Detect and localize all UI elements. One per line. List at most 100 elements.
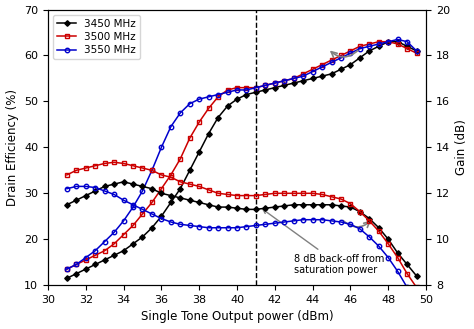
3450 MHz [234, 97, 240, 101]
3500 MHz [196, 120, 202, 124]
3450 MHz [347, 63, 353, 67]
3450 MHz [102, 258, 108, 262]
3450 MHz [357, 56, 363, 60]
3450 MHz [282, 83, 287, 87]
3450 MHz [328, 72, 334, 76]
3550 MHz [111, 230, 117, 234]
3550 MHz [73, 263, 79, 266]
3450 MHz [404, 44, 410, 48]
3500 MHz [168, 173, 173, 177]
3500 MHz [395, 42, 401, 46]
3500 MHz [328, 58, 334, 62]
X-axis label: Single Tone Output power (dBm): Single Tone Output power (dBm) [141, 311, 333, 323]
3550 MHz [92, 249, 98, 253]
3550 MHz [196, 97, 202, 101]
3500 MHz [338, 54, 344, 58]
3500 MHz [73, 263, 79, 266]
3450 MHz [92, 263, 98, 266]
3450 MHz [225, 104, 230, 108]
3500 MHz [385, 40, 391, 44]
3500 MHz [206, 106, 211, 110]
3550 MHz [130, 205, 136, 209]
3500 MHz [158, 187, 164, 191]
3500 MHz [414, 51, 419, 55]
3500 MHz [177, 157, 183, 161]
Line: 3450 MHz: 3450 MHz [65, 40, 419, 280]
3550 MHz [234, 88, 240, 92]
3450 MHz [111, 253, 117, 257]
Legend: 3450 MHz, 3500 MHz, 3550 MHz: 3450 MHz, 3500 MHz, 3550 MHz [53, 15, 140, 59]
3550 MHz [366, 44, 372, 48]
3550 MHz [319, 65, 325, 69]
3550 MHz [376, 42, 382, 46]
3550 MHz [404, 40, 410, 44]
3450 MHz [338, 67, 344, 71]
3450 MHz [395, 40, 401, 44]
3550 MHz [83, 256, 89, 260]
3550 MHz [282, 79, 287, 83]
3450 MHz [73, 272, 79, 276]
3450 MHz [414, 49, 419, 53]
3450 MHz [244, 92, 249, 96]
3550 MHz [328, 61, 334, 64]
3550 MHz [215, 92, 221, 96]
3500 MHz [130, 223, 136, 227]
3550 MHz [310, 70, 316, 74]
3500 MHz [64, 267, 70, 271]
3450 MHz [196, 150, 202, 154]
3450 MHz [206, 132, 211, 136]
Y-axis label: Drain Efficiency (%): Drain Efficiency (%) [6, 89, 18, 206]
3500 MHz [121, 233, 127, 237]
3550 MHz [244, 88, 249, 92]
3500 MHz [366, 42, 372, 46]
3500 MHz [102, 249, 108, 253]
3550 MHz [338, 56, 344, 60]
3550 MHz [347, 51, 353, 55]
3550 MHz [291, 76, 297, 80]
3450 MHz [263, 88, 268, 92]
3550 MHz [263, 83, 268, 87]
3500 MHz [92, 253, 98, 257]
3500 MHz [310, 67, 316, 71]
3500 MHz [234, 86, 240, 89]
3550 MHz [301, 74, 306, 78]
3550 MHz [121, 219, 127, 223]
3550 MHz [395, 38, 401, 41]
3450 MHz [158, 214, 164, 218]
3500 MHz [253, 86, 259, 89]
3450 MHz [366, 49, 372, 53]
3500 MHz [187, 136, 192, 140]
3450 MHz [385, 40, 391, 44]
3550 MHz [357, 47, 363, 51]
Text: 8 dB back-off from
saturation power: 8 dB back-off from saturation power [263, 210, 384, 275]
3550 MHz [177, 111, 183, 115]
3500 MHz [282, 79, 287, 83]
3450 MHz [177, 187, 183, 191]
3500 MHz [140, 212, 146, 216]
3500 MHz [291, 76, 297, 80]
3450 MHz [310, 76, 316, 80]
3500 MHz [149, 200, 155, 204]
Line: 3550 MHz: 3550 MHz [64, 37, 419, 271]
3500 MHz [272, 81, 278, 85]
3500 MHz [347, 49, 353, 53]
3550 MHz [225, 90, 230, 94]
3500 MHz [225, 88, 230, 92]
3500 MHz [319, 63, 325, 67]
3450 MHz [121, 249, 127, 253]
3500 MHz [301, 72, 306, 76]
3550 MHz [187, 102, 192, 106]
3550 MHz [102, 240, 108, 243]
3450 MHz [64, 276, 70, 280]
3450 MHz [168, 200, 173, 204]
3500 MHz [83, 258, 89, 262]
3500 MHz [111, 242, 117, 246]
3450 MHz [187, 168, 192, 172]
3450 MHz [272, 86, 278, 89]
3500 MHz [244, 86, 249, 89]
3550 MHz [253, 86, 259, 89]
3500 MHz [376, 40, 382, 44]
3550 MHz [206, 95, 211, 99]
3500 MHz [404, 47, 410, 51]
3450 MHz [319, 74, 325, 78]
